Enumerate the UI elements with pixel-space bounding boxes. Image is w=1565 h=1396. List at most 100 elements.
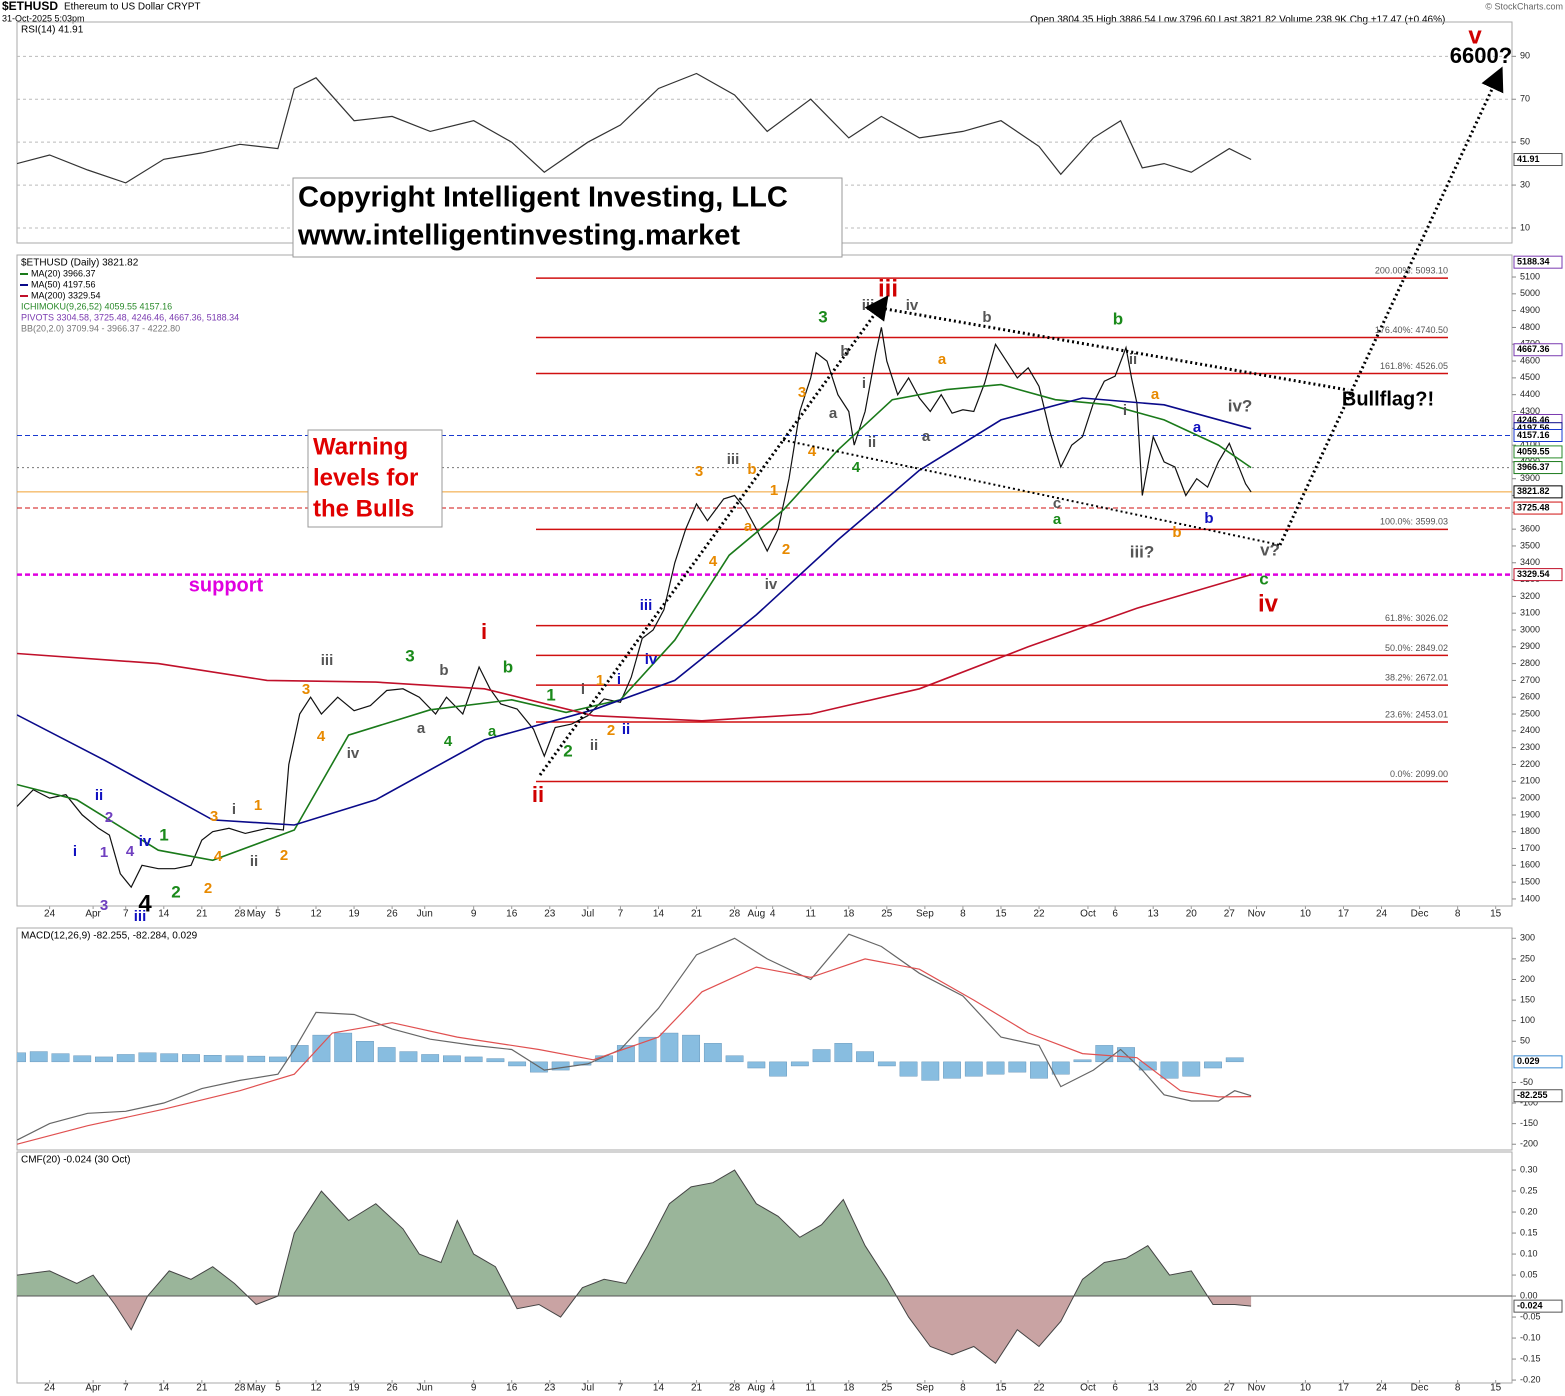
wave-label: a (1053, 511, 1062, 528)
y-tick-label: 1600 (1520, 860, 1540, 870)
legend-entry: MA(200) 3329.54 (31, 290, 101, 300)
quote: Open 3804.35 High 3886.54 Low 3796.60 La… (1030, 15, 1445, 26)
y-tick-label: 2800 (1520, 658, 1540, 668)
y-tick-label: 4800 (1520, 322, 1540, 332)
x-tick-label: 10 (1300, 909, 1312, 920)
wave-label: 3 (695, 463, 703, 480)
histogram-bar (1008, 1061, 1027, 1073)
series-group (17, 933, 1252, 1145)
value-box (1513, 343, 1563, 357)
x-tick-label: 14 (653, 1383, 665, 1394)
y-tick-label: 10 (1520, 222, 1530, 232)
y-tick-label: 5100 (1520, 271, 1540, 281)
x-tick-label: 22 (1033, 1383, 1045, 1394)
wave-label: i (73, 843, 77, 860)
histogram-bar (203, 1055, 222, 1063)
histogram-bar (486, 1058, 505, 1063)
y-tick-label: 200 (1520, 974, 1535, 984)
area-fill (17, 1170, 1208, 1297)
histogram-bar (17, 1052, 26, 1063)
x-tick-label: 24 (44, 1383, 56, 1394)
legend-entry: PIVOTS 3304.58, 3725.48, 4246.46, 4667.3… (21, 312, 239, 322)
y-tick-label: 50 (1520, 1036, 1530, 1046)
wave-label: ii (250, 853, 258, 870)
date: 31-Oct-2025 5:03pm (2, 13, 85, 23)
x-tick-label: 4 (770, 1383, 776, 1394)
wave-label: 4 (317, 728, 326, 745)
y-tick-label: 250 (1520, 953, 1535, 963)
x-tick-label: 8 (1455, 909, 1461, 920)
histogram-bar (312, 1034, 331, 1063)
y-tick-label: 0.30 (1520, 1164, 1538, 1174)
histogram-bar (443, 1055, 461, 1063)
series-group (17, 327, 1252, 889)
y-tick-label: 4500 (1520, 372, 1540, 382)
histogram-bar (225, 1055, 244, 1063)
y-tick-label: 4900 (1520, 305, 1540, 315)
y-tick-label: 4300 (1520, 406, 1540, 416)
panel-title: MACD(12,26,9) -82.255, -82.284, 0.029 (21, 931, 198, 942)
histogram-bar (834, 1043, 853, 1063)
value-box-label: 3329.54 (1517, 569, 1550, 579)
y-tick-label: 4600 (1520, 355, 1540, 365)
area-fill (108, 1296, 1252, 1364)
x-tick-label: 23 (544, 1383, 556, 1394)
y-tick-label: 2100 (1520, 776, 1540, 786)
value-box (1513, 153, 1563, 167)
x-tick-label: 16 (506, 1383, 518, 1394)
x-tick-label: 20 (1186, 909, 1198, 920)
source: © StockCharts.com (1485, 1, 1563, 11)
histogram-bar (421, 1054, 440, 1063)
wave-label: 1 (596, 672, 604, 689)
histogram-bar (160, 1053, 179, 1063)
x-tick-label: 11 (806, 1383, 817, 1394)
x-tick-label: 5 (275, 1383, 281, 1394)
wave-label: Bullflag?! (1342, 388, 1434, 410)
histogram-bar (660, 1032, 679, 1063)
histogram-bar (856, 1051, 874, 1063)
value-box-label: 4059.55 (1517, 446, 1550, 456)
x-tick-label: 5 (275, 909, 281, 920)
x-tick-label: 25 (881, 909, 893, 920)
x-tick-label: 26 (387, 1383, 399, 1394)
wave-label: 2 (782, 541, 790, 558)
wave-label: iv (139, 833, 152, 850)
wave-label: 3 (818, 307, 827, 326)
x-tick-label: 28 (234, 909, 246, 920)
x-tick-label: 13 (1148, 909, 1160, 920)
wave-label: iii (134, 908, 147, 925)
x-tick-label: Oct (1080, 1383, 1096, 1394)
y-tick-label: 2000 (1520, 792, 1540, 802)
wave-label: iii (640, 597, 653, 614)
x-tick-label: May (247, 1383, 266, 1394)
wave-label: iii? (1130, 542, 1155, 561)
panel-title: CMF(20) -0.024 (30 Oct) (21, 1155, 130, 1166)
y-tick-label: -150 (1520, 1118, 1538, 1128)
wave-label: 2 (171, 882, 180, 901)
value-box-label: 5188.34 (1517, 257, 1550, 267)
wave-label: a (922, 428, 931, 445)
histogram-bar (1225, 1057, 1244, 1063)
wave-label: iv (765, 576, 778, 593)
x-tick-label: 24 (1376, 909, 1388, 920)
value-box (1513, 1055, 1563, 1069)
wave-label: iv (645, 651, 658, 668)
series-line (17, 383, 1252, 862)
x-tick-label: 14 (158, 909, 170, 920)
value-box-label: 4157.16 (1517, 430, 1550, 440)
x-tick-label: 4 (770, 909, 776, 920)
y-tick-label: 0.10 (1520, 1248, 1538, 1258)
wave-label: 4 (138, 890, 152, 917)
x-tick-label: 21 (691, 909, 703, 920)
y-tick-label: 2200 (1520, 759, 1540, 769)
y-tick-label: -100 (1520, 1097, 1538, 1107)
x-tick-label: 11 (806, 909, 817, 920)
y-tick-label: 300 (1520, 933, 1535, 943)
wave-label: i (232, 801, 236, 818)
x-tick-label: 7 (618, 909, 624, 920)
x-tick-label: 28 (729, 1383, 741, 1394)
histogram-bar (1182, 1061, 1201, 1077)
wave-label: a (417, 720, 426, 737)
copyright-line: www.intelligentinvesting.market (297, 220, 740, 252)
x-tick-label: 18 (843, 909, 855, 920)
